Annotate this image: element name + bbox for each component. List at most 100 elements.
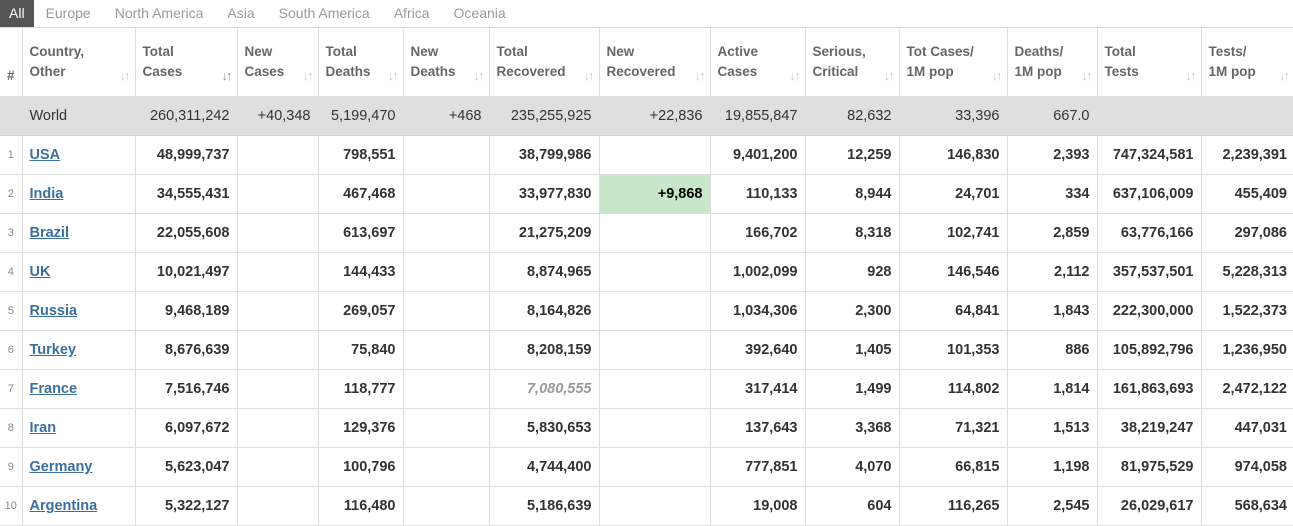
header-label-line1: New: [410, 44, 439, 59]
cell-new-deaths: [403, 369, 490, 409]
header-active-cases[interactable]: Active Cases ↓↑: [710, 28, 806, 97]
header-label-line2: Recovered: [496, 64, 566, 79]
cell-total-deaths: 144,433: [318, 252, 404, 292]
cell-active-cases: 9,401,200: [710, 135, 806, 175]
header-label-line1: Country,: [29, 44, 85, 59]
sort-icon[interactable]: ↓↑: [991, 68, 1003, 83]
cell-active-cases: 19,855,847: [710, 96, 806, 136]
cell-total-tests: 81,975,529: [1097, 447, 1202, 487]
cell-country: Argentina: [22, 486, 136, 526]
header-deaths-per-1m[interactable]: Deaths/1M pop ↓↑: [1007, 28, 1098, 97]
cell-tests-per-1m: 568,634: [1201, 486, 1293, 526]
cell-country: UK: [22, 252, 136, 292]
sort-icon[interactable]: ↓↑: [387, 68, 399, 83]
cell-tests-per-1m: 297,086: [1201, 213, 1293, 253]
cell-new-recovered: +22,836: [599, 96, 711, 136]
cell-total-cases: 10,021,497: [135, 252, 238, 292]
cell-total-recovered: 8,164,826: [489, 291, 600, 331]
covid-stats-table: # Country, Other ↓↑ Total Cases ↓↑ New Cases ↓↑ To…: [0, 28, 1293, 526]
cell-total-recovered: 4,744,400: [489, 447, 600, 487]
country-link[interactable]: Brazil: [29, 225, 70, 241]
sort-icon[interactable]: ↓↑: [473, 68, 485, 83]
cell-tot-cases-per-1m: 102,741: [899, 213, 1008, 253]
header-total-tests[interactable]: Total Tests ↓↑: [1097, 28, 1202, 97]
country-link[interactable]: Argentina: [29, 498, 98, 514]
cell-new-recovered: [599, 369, 711, 409]
cell-serious-critical: 1,499: [805, 369, 900, 409]
cell-new-deaths: [403, 135, 490, 175]
cell-total-recovered: 8,874,965: [489, 252, 600, 292]
cell-rank: 9: [0, 447, 23, 487]
header-new-cases[interactable]: New Cases ↓↑: [237, 28, 319, 97]
cell-new-recovered: [599, 447, 711, 487]
cell-tot-cases-per-1m: 146,546: [899, 252, 1008, 292]
country-link[interactable]: France: [29, 381, 78, 397]
tab-oceania[interactable]: Oceania: [453, 5, 506, 21]
header-label-line1: Tot Cases/: [906, 44, 974, 59]
cell-total-tests: 637,106,009: [1097, 174, 1202, 214]
cell-rank: 8: [0, 408, 23, 448]
tab-south-america[interactable]: South America: [278, 5, 370, 21]
cell-rank: 2: [0, 174, 23, 214]
cell-new-deaths: [403, 213, 490, 253]
sort-icon[interactable]: ↓↑: [789, 68, 801, 83]
header-total-recovered[interactable]: Total Recovered ↓↑: [489, 28, 600, 97]
cell-total-recovered: 8,208,159: [489, 330, 600, 370]
header-rank[interactable]: #: [0, 28, 23, 97]
sort-icon[interactable]: ↓↑: [302, 68, 314, 83]
country-link[interactable]: India: [29, 186, 64, 202]
cell-total-cases: 48,999,737: [135, 135, 238, 175]
header-label-line1: Deaths/: [1014, 44, 1064, 59]
header-new-recovered[interactable]: New Recovered ↓↑: [599, 28, 711, 97]
cell-country: India: [22, 174, 136, 214]
cell-total-deaths: 116,480: [318, 486, 404, 526]
sort-icon[interactable]: ↓↑: [119, 68, 131, 83]
header-country[interactable]: Country, Other ↓↑: [22, 28, 136, 97]
cell-total-tests: 26,029,617: [1097, 486, 1202, 526]
cell-total-cases: 5,322,127: [135, 486, 238, 526]
sort-icon[interactable]: ↓↑: [583, 68, 595, 83]
cell-tests-per-1m: 1,522,373: [1201, 291, 1293, 331]
cell-serious-critical: 928: [805, 252, 900, 292]
tab-all[interactable]: All: [0, 0, 34, 27]
sort-icon[interactable]: ↓↑: [1279, 68, 1290, 83]
table-row: 10 Argentina 5,322,127 116,480 5,186,639 19,0…: [0, 486, 1293, 526]
tab-europe[interactable]: Europe: [45, 5, 91, 21]
sort-icon[interactable]: ↓↑: [1185, 68, 1197, 83]
cell-tests-per-1m: 2,472,122: [1201, 369, 1293, 409]
sort-icon[interactable]: ↓↑: [1081, 68, 1093, 83]
sort-icon[interactable]: ↓↑: [883, 68, 895, 83]
cell-new-deaths: [403, 408, 490, 448]
country-link[interactable]: Russia: [29, 303, 78, 319]
cell-new-cases: [237, 330, 319, 370]
region-tabs: All Europe North America Asia South America A…: [0, 0, 1293, 28]
cell-total-recovered: 21,275,209: [489, 213, 600, 253]
cell-total-cases: 5,623,047: [135, 447, 238, 487]
cell-tot-cases-per-1m: 146,830: [899, 135, 1008, 175]
country-link[interactable]: USA: [29, 147, 61, 163]
country-link[interactable]: Germany: [29, 459, 93, 475]
cell-total-recovered: 5,830,653: [489, 408, 600, 448]
tab-africa[interactable]: Africa: [393, 5, 430, 21]
cell-tot-cases-per-1m: 33,396: [899, 96, 1008, 136]
cell-new-cases: [237, 213, 319, 253]
cell-tot-cases-per-1m: 24,701: [899, 174, 1008, 214]
cell-deaths-per-1m: 1,843: [1007, 291, 1098, 331]
header-serious-critical[interactable]: Serious, Critical ↓↑: [805, 28, 900, 97]
header-new-deaths[interactable]: New Deaths ↓↑: [403, 28, 490, 97]
cell-deaths-per-1m: 2,545: [1007, 486, 1098, 526]
country-link[interactable]: UK: [29, 264, 51, 280]
table-row: 2 India 34,555,431 467,468 33,977,830 +9,868 1…: [0, 174, 1293, 214]
cell-new-deaths: [403, 486, 490, 526]
tab-north-america[interactable]: North America: [114, 5, 204, 21]
header-total-cases[interactable]: Total Cases ↓↑: [135, 28, 238, 97]
header-tot-cases-per-1m[interactable]: Tot Cases/1M pop ↓↑: [899, 28, 1008, 97]
sort-icon[interactable]: ↓↑: [694, 68, 706, 83]
country-link[interactable]: Turkey: [29, 342, 76, 358]
tab-asia[interactable]: Asia: [227, 5, 255, 21]
header-total-deaths[interactable]: Total Deaths ↓↑: [318, 28, 404, 97]
country-link[interactable]: Iran: [29, 420, 57, 436]
cell-active-cases: 110,133: [710, 174, 806, 214]
sort-descending-icon[interactable]: ↓↑: [221, 68, 233, 83]
header-tests-per-1m[interactable]: Tests/1M pop ↓↑: [1201, 28, 1293, 97]
